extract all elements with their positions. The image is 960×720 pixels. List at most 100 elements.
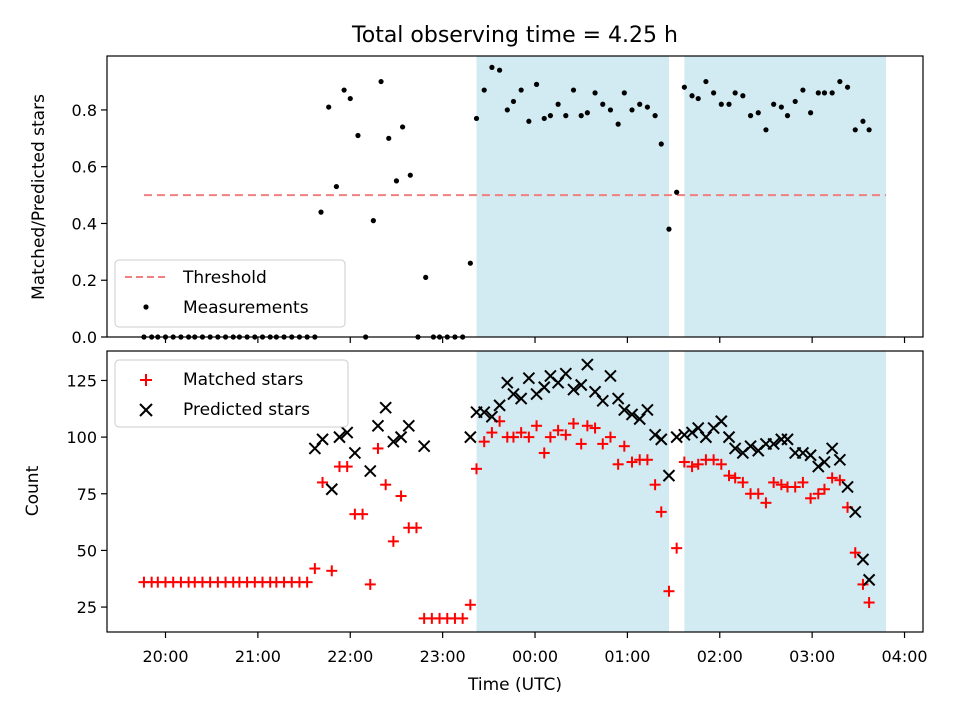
predicted-star-point bbox=[348, 446, 362, 460]
matched-star-point bbox=[538, 447, 550, 459]
predicted-star-marker-b bbox=[387, 435, 400, 448]
measurement-point bbox=[629, 107, 635, 113]
predicted-star-point bbox=[371, 419, 385, 432]
predicted-star-point bbox=[478, 405, 491, 419]
predicted-star-point bbox=[812, 460, 825, 473]
matched-star-point bbox=[715, 458, 727, 470]
measurement-point bbox=[592, 90, 598, 96]
matched-star-point bbox=[723, 470, 735, 482]
legend-matched-label: Matched stars bbox=[183, 370, 303, 390]
predicted-star-point bbox=[662, 469, 676, 482]
matched-star-point bbox=[768, 476, 780, 488]
predicted-star-point bbox=[849, 505, 862, 519]
predicted-star-marker-b bbox=[722, 430, 736, 444]
matched-star-point bbox=[834, 474, 846, 486]
predicted-star-point bbox=[685, 426, 699, 439]
predicted-star-marker-b bbox=[849, 505, 862, 519]
matched-star-point bbox=[544, 431, 556, 443]
legend-predicted-label: Predicted stars bbox=[183, 400, 310, 420]
predicted-star-point bbox=[507, 387, 520, 401]
predicted-star-marker-b bbox=[767, 437, 780, 451]
predicted-star-marker-b bbox=[818, 455, 831, 469]
predicted-star-point bbox=[825, 442, 839, 455]
measurement-point bbox=[607, 107, 614, 113]
predicted-star-point bbox=[715, 415, 728, 428]
matched-star-point bbox=[380, 479, 392, 491]
count-y-tick-label: 125 bbox=[66, 371, 97, 390]
count-x-axis: 20:00 21:00 22:00 23:00 00:00 01:00 02:00 03:00… bbox=[142, 632, 928, 666]
predicted-star-point bbox=[574, 378, 588, 392]
measurement-point bbox=[497, 67, 503, 73]
predicted-star-point bbox=[678, 428, 691, 442]
predicted-star-marker-b bbox=[825, 442, 839, 455]
measurement-point bbox=[718, 101, 724, 107]
measurement-point bbox=[473, 115, 480, 122]
matched-star-point bbox=[589, 422, 601, 434]
predicted-star-marker-b bbox=[514, 392, 528, 405]
matched-star-point bbox=[478, 436, 490, 448]
measurement-point bbox=[740, 93, 746, 99]
measurement-point bbox=[784, 113, 791, 119]
matched-star-point bbox=[618, 440, 630, 452]
measurement-point bbox=[703, 78, 709, 85]
predicted-star-point bbox=[596, 394, 609, 408]
predicted-star-point bbox=[796, 446, 810, 460]
ratio-x-ticks bbox=[164, 337, 906, 343]
observing-intervals bbox=[476, 56, 887, 337]
matched-star-point bbox=[395, 490, 407, 502]
time-x-tick-label: 02:00 bbox=[697, 647, 743, 666]
measurement-point bbox=[808, 110, 814, 116]
measurement-point bbox=[584, 110, 590, 116]
count-y-tick-label: 75 bbox=[77, 485, 97, 504]
count-y-tick-label: 100 bbox=[66, 428, 97, 447]
predicted-star-point bbox=[379, 401, 392, 414]
measurement-point bbox=[732, 90, 738, 96]
measurement-point bbox=[386, 135, 392, 141]
measurement-point bbox=[829, 90, 835, 96]
matched-star-point bbox=[552, 424, 564, 436]
predicted-star-marker-b bbox=[507, 387, 520, 401]
predicted-star-marker-b bbox=[678, 428, 691, 442]
predicted-star-marker-b bbox=[618, 403, 631, 417]
legend-predicted-swatch bbox=[139, 403, 153, 417]
matched-star-point bbox=[410, 522, 422, 534]
measurement-point bbox=[518, 87, 524, 93]
matched-star-point bbox=[678, 456, 690, 468]
count-legend-frame bbox=[114, 359, 349, 428]
predicted-star-point bbox=[625, 408, 639, 421]
legend-matched-swatch bbox=[140, 374, 152, 386]
count-y-tick-label: 25 bbox=[77, 598, 97, 617]
matched-star-point bbox=[486, 427, 498, 439]
matched-star-point bbox=[523, 431, 535, 443]
matched-star-point bbox=[464, 599, 476, 611]
measurement-point bbox=[481, 87, 487, 93]
predicted-star-marker-b bbox=[340, 426, 354, 439]
predicted-star-point bbox=[618, 403, 631, 417]
measurement-point bbox=[644, 104, 651, 110]
count-panel-frame bbox=[106, 350, 924, 633]
time-x-tick-label: 04:00 bbox=[881, 647, 927, 666]
matched-star-point bbox=[357, 508, 369, 520]
predicted-star-point bbox=[485, 410, 499, 423]
measurement-point bbox=[355, 132, 361, 139]
predicted-star-point bbox=[818, 455, 831, 469]
predicted-star-marker-b bbox=[316, 433, 329, 446]
measurement-point bbox=[407, 172, 413, 178]
ratio-panel-frame bbox=[106, 55, 924, 338]
matched-star-point bbox=[708, 454, 720, 466]
measurement-point bbox=[658, 141, 664, 147]
measurement-point bbox=[792, 98, 798, 105]
predicted-star-marker-b bbox=[648, 428, 662, 442]
predicted-star-point bbox=[781, 433, 794, 446]
matched-star-point bbox=[863, 597, 875, 609]
matched-star-point bbox=[515, 427, 527, 439]
matched-star-point bbox=[457, 612, 469, 624]
predicted-star-point bbox=[522, 371, 536, 385]
predicted-star-marker-b bbox=[744, 439, 757, 453]
matched-star-point bbox=[560, 429, 572, 441]
measurement-point bbox=[341, 87, 347, 93]
measurement-point bbox=[821, 90, 828, 96]
time-x-tick-label: 21:00 bbox=[235, 647, 281, 666]
ratio-legend: Threshold Measurements bbox=[114, 259, 346, 328]
